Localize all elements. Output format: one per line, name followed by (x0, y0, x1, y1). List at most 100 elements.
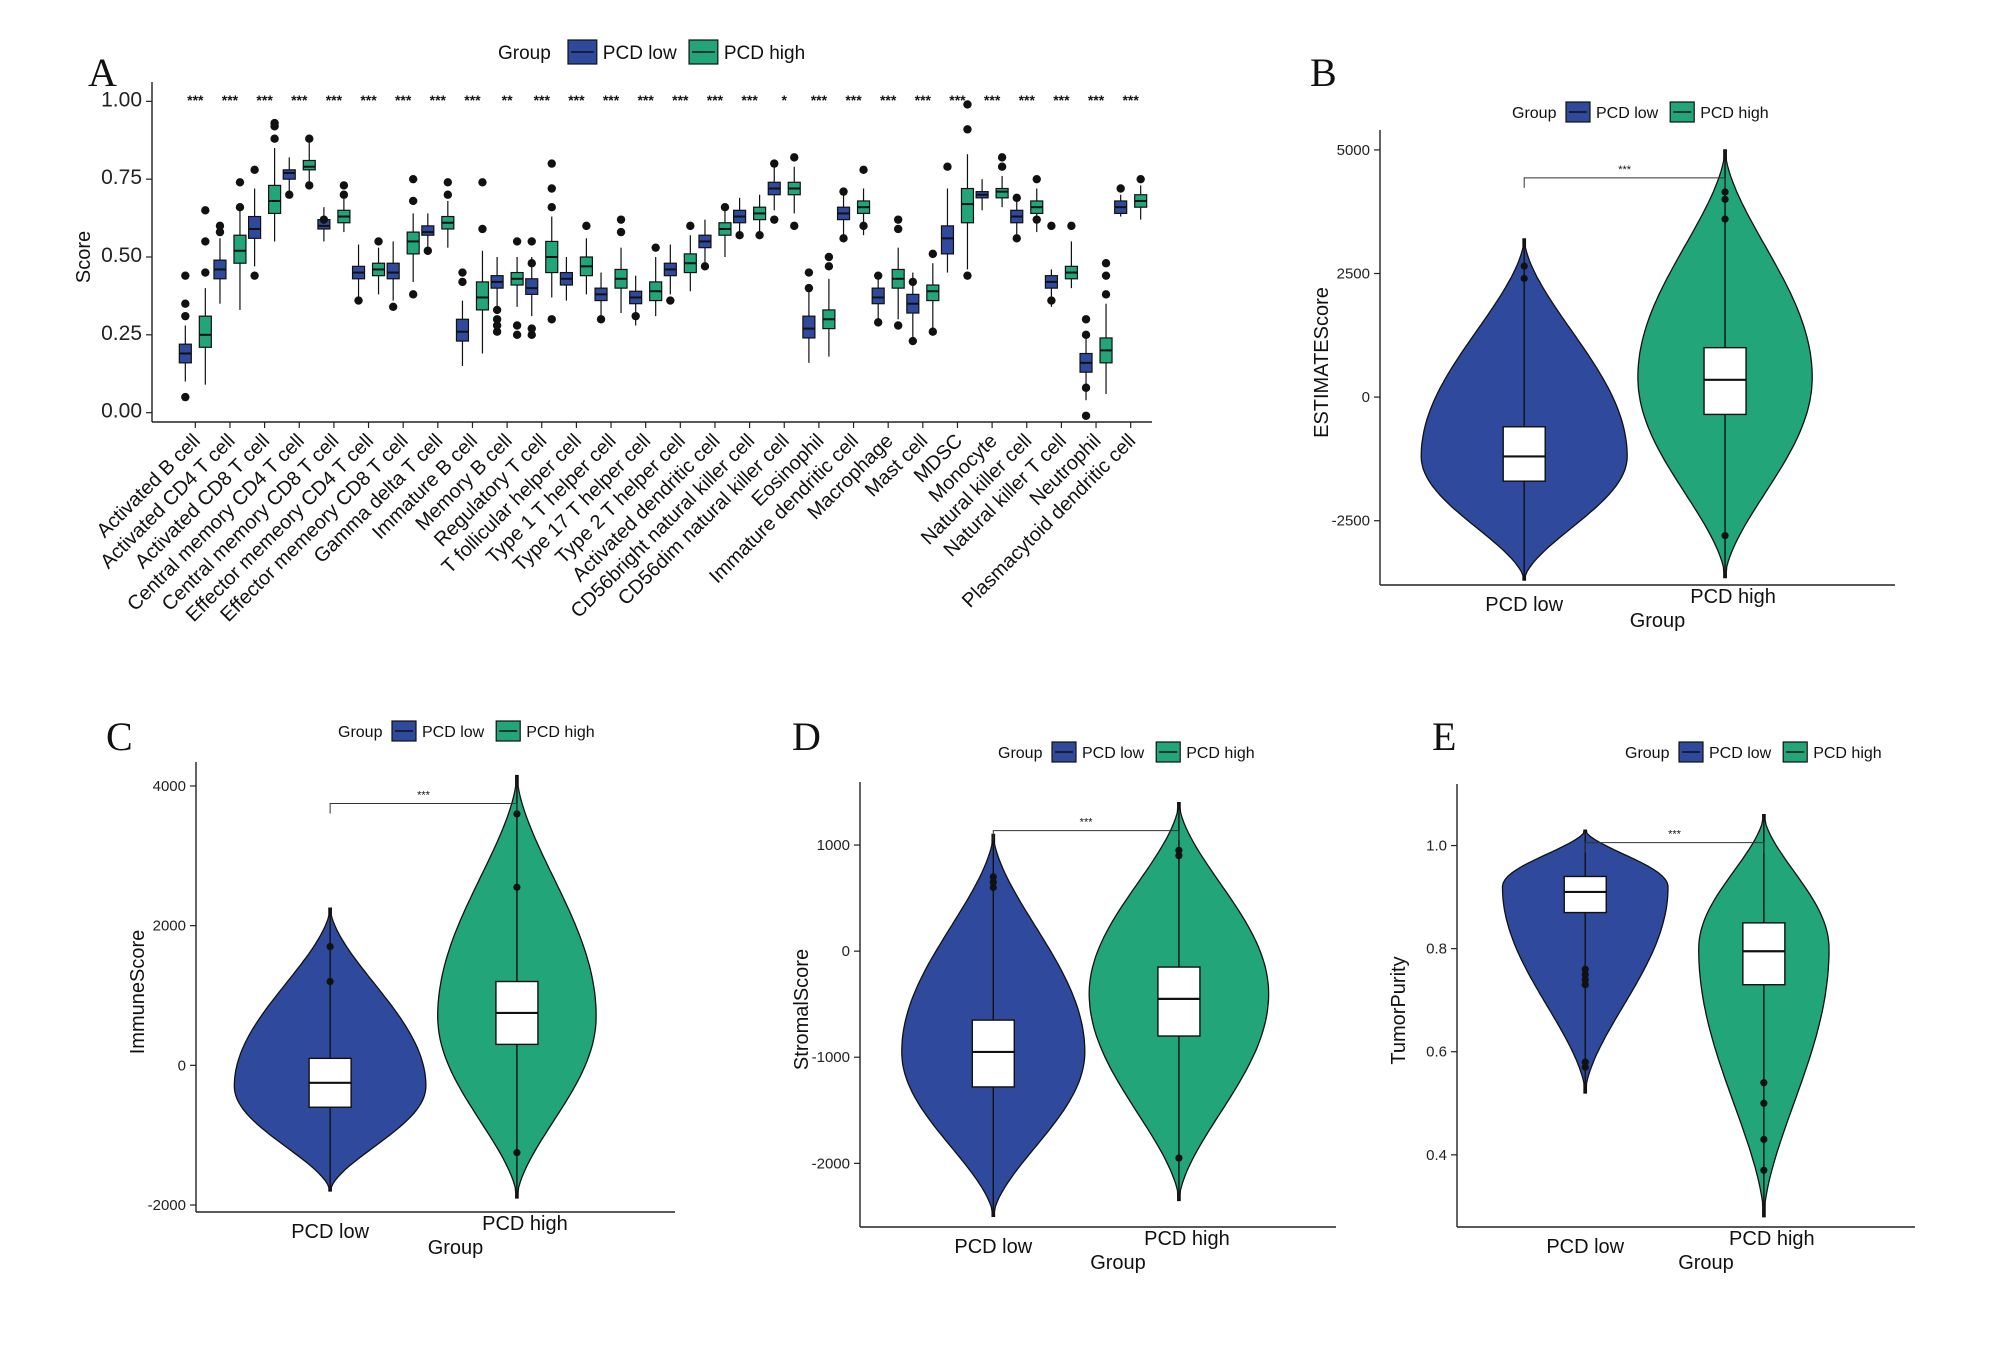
legend-label: PCD low (1596, 105, 1659, 122)
outlier-point (770, 215, 779, 224)
box (198, 206, 212, 385)
y-tick-label: 1.0 (1426, 838, 1447, 855)
legend-title: Group (1512, 105, 1557, 122)
outlier-point (339, 190, 349, 199)
bracket-line (329, 802, 518, 814)
outlier-point (423, 246, 433, 255)
box (302, 134, 316, 190)
violin-group: PCD high (1698, 813, 1830, 1250)
box-body (1742, 922, 1786, 986)
box (579, 221, 593, 295)
outlier-point (1581, 965, 1589, 973)
outlier-point (804, 283, 814, 293)
box (490, 257, 504, 336)
outlier-point (839, 234, 848, 243)
x-tick-label: PCD low (1546, 1236, 1624, 1258)
outlier-point (388, 302, 398, 312)
outlier-point (1581, 1058, 1589, 1066)
panel-label: D (792, 714, 821, 759)
outlier-point (893, 215, 903, 224)
outlier-point (512, 237, 522, 246)
outlier-point (582, 221, 591, 231)
y-tick-label: 0.6 (1426, 1044, 1447, 1061)
legend-label: PCD high (526, 724, 594, 741)
significance-label: *** (430, 92, 447, 108)
outlier-point (527, 237, 536, 246)
panel-b: B Group PCD low PCD high -2500 0 2500 5000 ESTIM… (1310, 50, 1895, 632)
y-tick-label: 0.00 (101, 400, 142, 423)
outlier-point (443, 190, 453, 199)
outlier-point (755, 231, 764, 240)
legend-entry: PCD high (495, 720, 595, 742)
box (421, 213, 435, 255)
outlier-point (250, 165, 259, 175)
significance-label: *** (326, 92, 343, 108)
outlier-point (1081, 330, 1091, 340)
box (441, 178, 455, 248)
outlier-point (181, 311, 190, 321)
box (649, 243, 663, 317)
outlier-point (492, 305, 502, 315)
outlier-point (527, 330, 536, 340)
box (510, 237, 524, 340)
box (906, 272, 920, 346)
box (822, 252, 836, 357)
outlier-point (943, 162, 952, 171)
y-tick-label: 4000 (153, 778, 186, 795)
box (767, 159, 781, 224)
outlier-point (527, 324, 536, 333)
significance-label: *** (1122, 92, 1139, 108)
outlier-point (1012, 193, 1021, 203)
legend-label: PCD high (1186, 745, 1254, 762)
outlier-point (1760, 1079, 1768, 1087)
outlier-point (478, 224, 487, 234)
outlier-point (1760, 1099, 1768, 1107)
outlier-point (1175, 852, 1183, 860)
violin-group: PCD high (1637, 149, 1813, 608)
box (836, 187, 851, 243)
box-body (525, 278, 539, 295)
box-body (995, 187, 1009, 199)
legend-title: Group (498, 43, 551, 64)
y-tick-label: 5000 (1337, 142, 1370, 159)
outlier-point (616, 215, 626, 224)
y-axis: -2000 0 2000 4000 (148, 762, 197, 1214)
outlier-point (963, 125, 972, 134)
significance-label: *** (603, 92, 620, 108)
box (663, 244, 677, 305)
box (559, 257, 573, 301)
outlier-point (1101, 271, 1111, 280)
outlier-point (616, 227, 626, 237)
outlier-point (790, 153, 799, 162)
box-body (971, 1019, 1015, 1088)
legend-entry: PCD low (1678, 741, 1772, 763)
category: MDSC*** (910, 92, 975, 487)
outlier-point (513, 883, 521, 891)
outlier-point (824, 252, 834, 262)
significance-bracket: *** (1584, 829, 1765, 853)
outlier-point (1760, 1166, 1768, 1174)
y-tick-label: 0 (842, 943, 850, 960)
box (386, 241, 400, 312)
outlier-point (235, 202, 245, 212)
outlier-point (928, 249, 938, 259)
outlier-point (374, 237, 383, 246)
y-tick-label: 0.75 (101, 166, 142, 189)
panel-label: E (1432, 714, 1456, 759)
outlier-point (326, 943, 334, 951)
y-tick-label: -2000 (148, 1197, 186, 1214)
bracket-line (1584, 842, 1765, 853)
legend-label: PCD high (724, 43, 805, 64)
outlier-point (928, 327, 938, 336)
outlier-point (1520, 262, 1528, 270)
box (317, 207, 331, 242)
box-body (248, 215, 262, 239)
box-body (406, 231, 420, 255)
outlier-point (963, 271, 972, 280)
outlier-point (1032, 174, 1041, 184)
outlier-point (963, 100, 972, 109)
box (1099, 259, 1113, 394)
outlier-point (735, 231, 744, 240)
outlier-point (305, 181, 314, 190)
outlier-point (1067, 221, 1076, 231)
